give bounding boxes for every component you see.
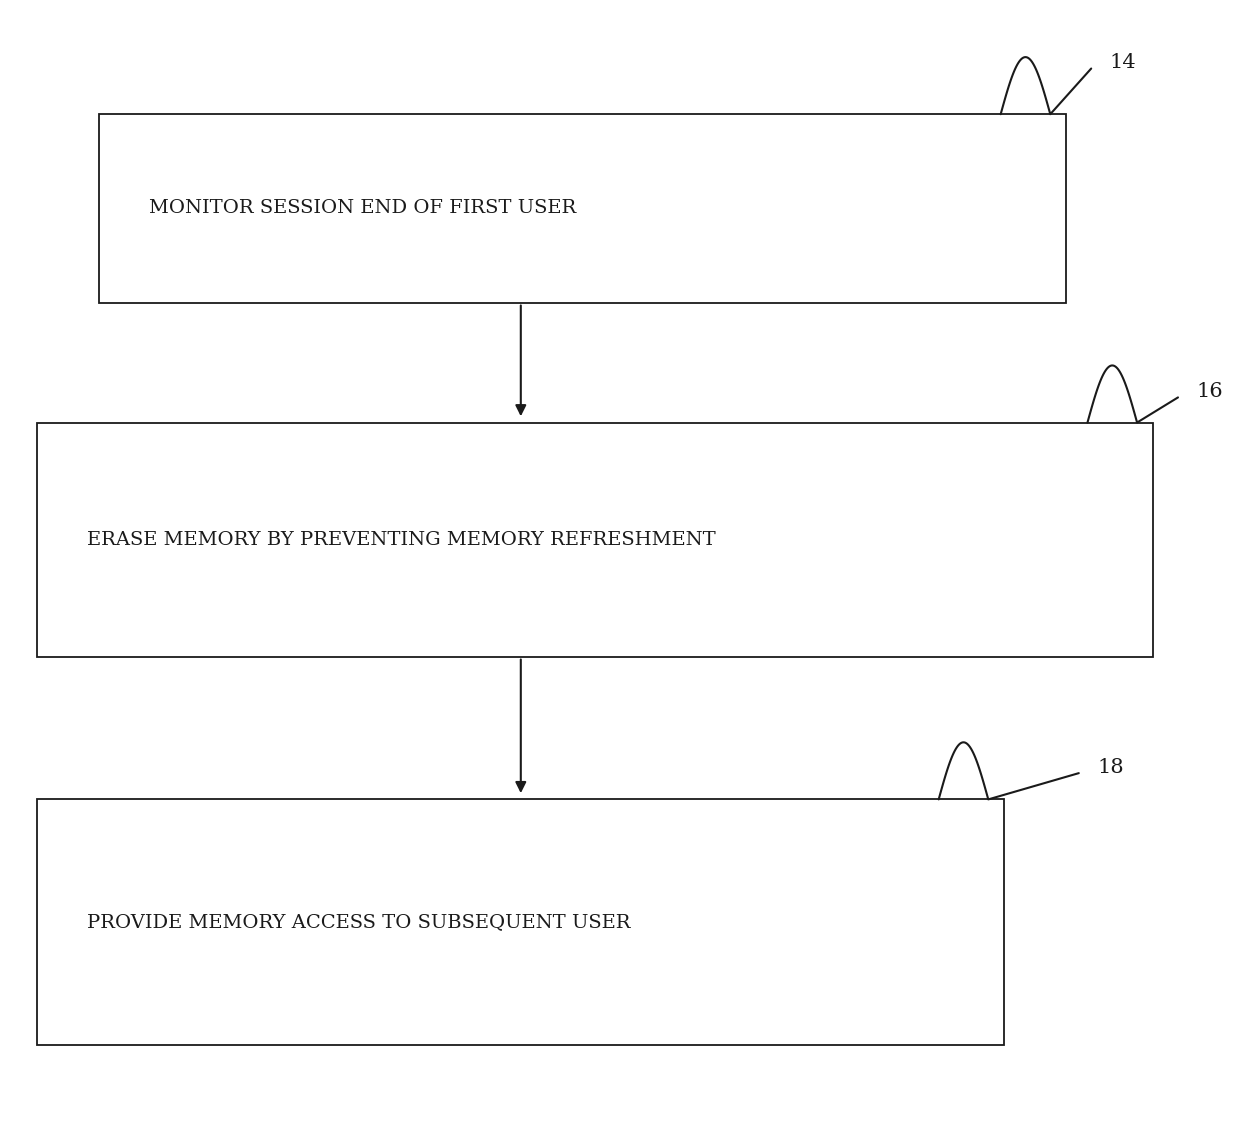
Text: PROVIDE MEMORY ACCESS TO SUBSEQUENT USER: PROVIDE MEMORY ACCESS TO SUBSEQUENT USER	[87, 914, 630, 931]
Text: 16: 16	[1197, 383, 1223, 401]
Text: ERASE MEMORY BY PREVENTING MEMORY REFRESHMENT: ERASE MEMORY BY PREVENTING MEMORY REFRES…	[87, 531, 715, 548]
Text: MONITOR SESSION END OF FIRST USER: MONITOR SESSION END OF FIRST USER	[149, 200, 577, 217]
Bar	[37, 799, 1004, 1045]
Text: 18: 18	[1097, 758, 1123, 777]
Bar	[37, 423, 1153, 657]
Text: 14: 14	[1110, 54, 1136, 72]
Bar	[99, 114, 1066, 303]
